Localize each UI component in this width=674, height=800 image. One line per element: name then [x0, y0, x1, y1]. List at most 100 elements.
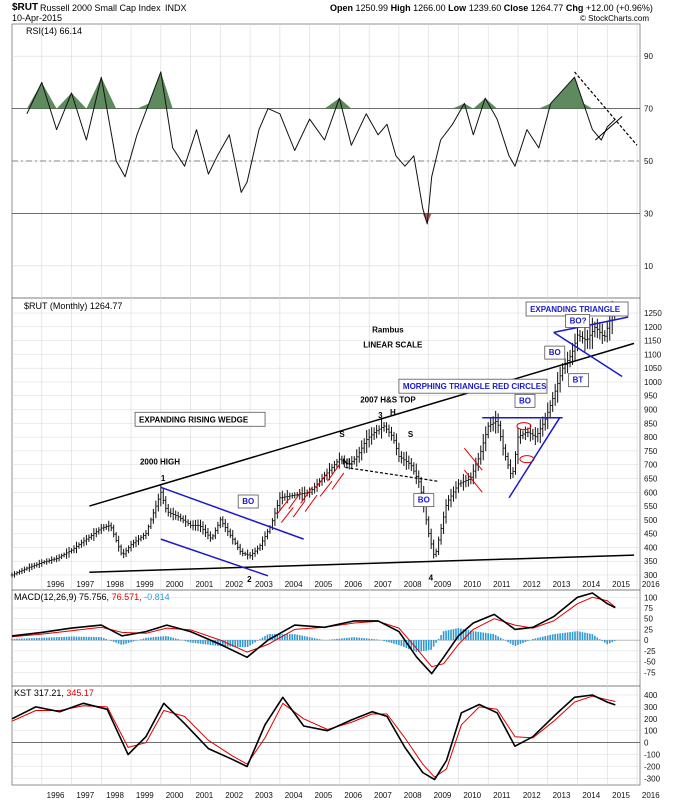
price-x-tick: 2001	[195, 580, 213, 589]
kst-tick-label: -100	[644, 751, 661, 760]
rsi-tick-label: 10	[644, 262, 653, 271]
price-tick-label: 1250	[644, 309, 662, 318]
red-flag-line	[315, 472, 328, 489]
low-label: Low	[448, 3, 467, 13]
kst-line	[11, 694, 616, 781]
red-flag-line	[304, 494, 318, 512]
price-label: $RUT (Monthly) 1264.77	[24, 301, 122, 311]
macd-tick-label: -50	[644, 658, 656, 667]
macd-hist-value: -0.814	[144, 592, 170, 602]
symbol-title: $RUT	[12, 2, 39, 13]
kst-x-tick: 1997	[76, 791, 94, 800]
price-x-tick: 2002	[225, 580, 243, 589]
rsi-short-line	[595, 116, 623, 141]
kst-x-tick: 2008	[404, 791, 422, 800]
price-panel: 300 350 400 450 500 550 600 650 700 750 800 850 900 9…	[10, 300, 662, 589]
kst-name: KST	[14, 688, 34, 698]
kst-x-tick: 2011	[493, 791, 511, 800]
close-label: Close	[503, 3, 529, 13]
price-tick-label: 850	[644, 419, 658, 428]
open-value: 1250.99	[355, 3, 389, 13]
price-tick-label: 650	[644, 474, 658, 483]
kst-x-tick: 2012	[523, 791, 541, 800]
price-x-tick: 2012	[523, 580, 541, 589]
price-tick-label: 900	[644, 406, 658, 415]
source-credit: © StockCharts.com	[580, 14, 650, 23]
kst-x-tick: 2010	[463, 791, 481, 800]
price-tick-label: 750	[644, 447, 658, 456]
price-x-tick: 2003	[255, 580, 273, 589]
rsi-tick-label: 50	[644, 157, 653, 166]
price-x-tick: 2004	[285, 580, 303, 589]
price-bars	[10, 300, 617, 578]
bo-q-label: BO?	[565, 314, 590, 328]
rsi-tick-label: 70	[644, 105, 653, 114]
linear-scale-label: LINEAR SCALE	[363, 340, 423, 349]
wedge-lower-line	[89, 554, 635, 573]
price-x-tick: 2000	[166, 580, 184, 589]
price-x-tick: 1997	[76, 580, 94, 589]
morphing-triangle-label-text: MORPHING TRIANGLE RED CIRCLES	[403, 382, 547, 391]
kst-x-tick: 2009	[434, 791, 452, 800]
chg-label: Chg	[565, 3, 584, 13]
price-x-tick: 2016	[642, 580, 660, 589]
bo-label-2009-box	[413, 493, 435, 508]
exp-triangle-upper-line	[553, 316, 629, 334]
kst-tick-label: -300	[644, 774, 661, 783]
macd-tick-label: 0	[644, 636, 649, 645]
price-tick-label: 550	[644, 502, 658, 511]
kst-tick-label: 200	[644, 715, 658, 724]
wedge-upper-line	[89, 342, 635, 507]
pattern-annotations: Rambus LINEAR SCALE EXPANDING TRIANGLE MORP…	[89, 301, 635, 584]
price-x-tick: 2010	[463, 580, 481, 589]
red-circle	[516, 422, 532, 431]
kst-x-tick: 2015	[612, 791, 630, 800]
high-2000-label: 2000 HIGH	[140, 458, 180, 467]
kst-x-tick: 2001	[195, 791, 213, 800]
kst-x-tick: 1998	[106, 791, 124, 800]
price-frame	[11, 297, 641, 591]
red-flag-line	[300, 486, 314, 504]
macd-signal-line	[11, 596, 616, 668]
exchange: INDX	[165, 3, 187, 13]
expanding-triangle-label: EXPANDING TRIANGLE	[525, 301, 629, 317]
bo-label-2013-text: BO	[549, 348, 561, 357]
macd-tick-label: 25	[644, 625, 653, 634]
rambus-label: Rambus	[372, 325, 404, 334]
macd-tick-label: 50	[644, 615, 653, 624]
kst-tick-label: 300	[644, 703, 658, 712]
macd-value: 75.756,	[79, 592, 112, 602]
bt-label-text: BT	[573, 376, 584, 385]
price-tick-label: 800	[644, 433, 658, 442]
morphing-triangle-label-box	[398, 378, 548, 394]
price-tick-label: 400	[644, 543, 658, 552]
kst-x-tick: 2007	[374, 791, 392, 800]
bo-label-2013: BO	[544, 345, 566, 360]
kst-x-tick: 2000	[166, 791, 184, 800]
close-value: 1264.77	[530, 3, 564, 13]
red-flag-line	[280, 507, 294, 523]
num-2-label: 2	[247, 575, 252, 584]
morphing-triangle-label: MORPHING TRIANGLE RED CIRCLES	[398, 378, 548, 394]
panel-frames	[11, 23, 641, 786]
price-x-tick: 2005	[315, 580, 333, 589]
price-x-tick: 2011	[493, 580, 511, 589]
kst-frame	[11, 685, 641, 786]
kst-label: KST 317.21, 345.17	[14, 688, 94, 698]
h-label: H	[390, 408, 396, 417]
rsi-label: RSI(14) 66.14	[26, 26, 82, 36]
channel-lower-line	[160, 538, 269, 577]
price-tick-label: 600	[644, 488, 658, 497]
price-x-tick: 2014	[582, 580, 600, 589]
ohlc-readout: Open 1250.99 High 1266.00 Low 1239.60 Cl…	[330, 3, 653, 13]
price-tick-label: 1200	[644, 323, 662, 332]
kst-x-tick: 1999	[136, 791, 154, 800]
macd-name: MACD(12,26,9)	[14, 592, 79, 602]
kst-x-tick: 2006	[344, 791, 362, 800]
macd-label: MACD(12,26,9) 75.756, 76.571, -0.814	[14, 592, 170, 602]
kst-x-tick: 2014	[582, 791, 600, 800]
num-4-label: 4	[429, 573, 434, 582]
bo-q-label-box	[565, 314, 590, 328]
